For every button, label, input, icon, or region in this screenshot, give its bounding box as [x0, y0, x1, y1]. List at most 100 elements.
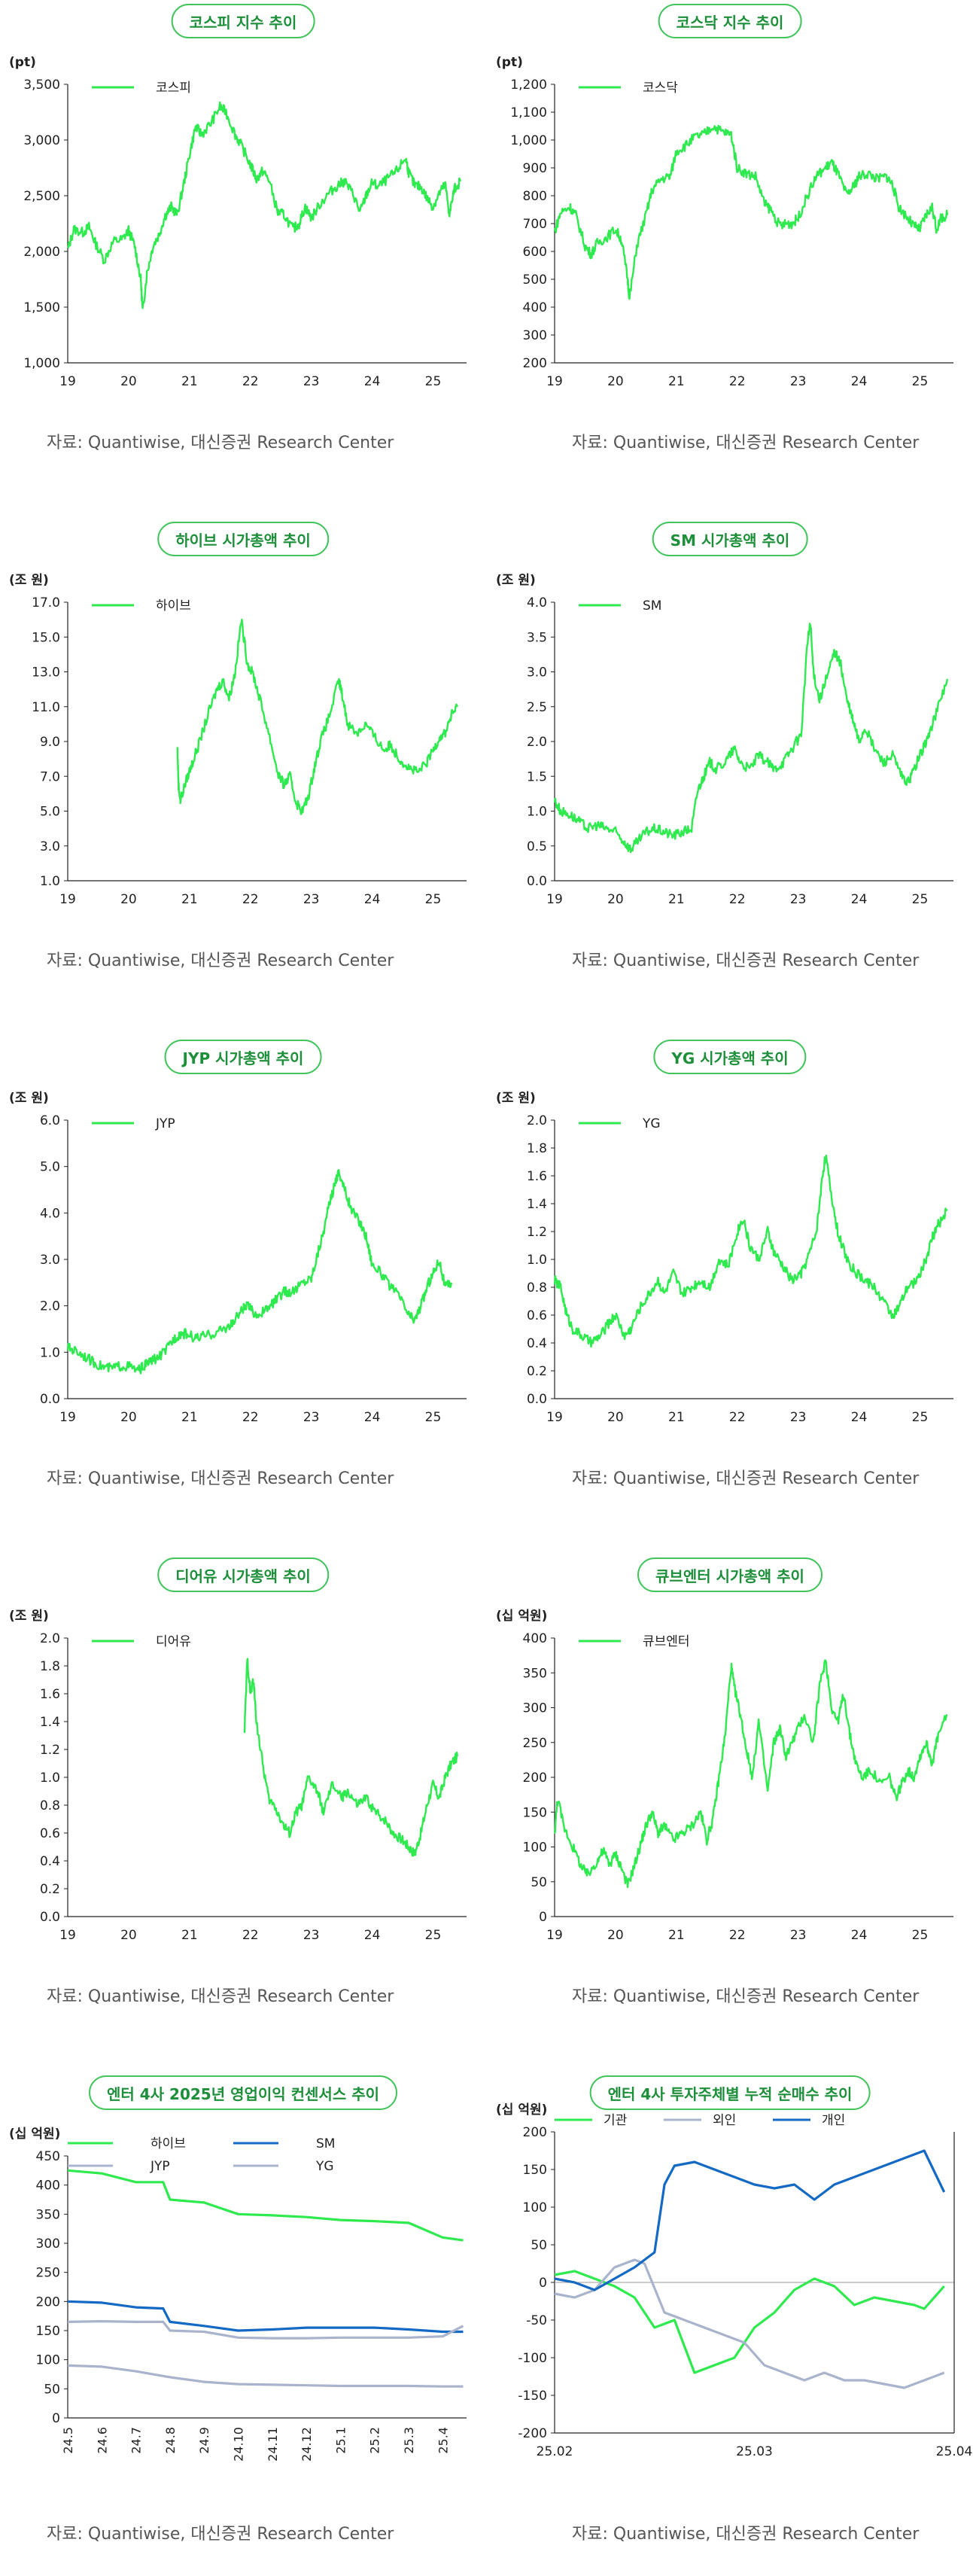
- x-tick-label: 23: [303, 374, 320, 389]
- y-unit-label: (pt): [9, 55, 36, 70]
- chart-svg: (조 원) 1.0 3.0 5.0 7.0 9.0 11.0 13.0 15.0 17.0 19 20…: [9, 573, 467, 907]
- chart-panel-yg: YG 시가총액 추이 (조 원) 0.0 0.2 0.4 0.6 0.8 1.0 1.2 1.4 1…: [487, 1036, 973, 1540]
- y-tick-label: 0: [539, 2276, 547, 2291]
- y-tick-label: -200: [518, 2426, 547, 2441]
- series-line-코스닥: [553, 124, 949, 300]
- y-tick-label: 1.6: [527, 1169, 547, 1184]
- x-tick-label: 24: [364, 374, 381, 389]
- source-note: 자료: Quantiwise, 대신증권 Research Center: [47, 1469, 394, 1488]
- x-tick-label: 25: [912, 892, 929, 907]
- y-tick-label: 0.2: [527, 1364, 547, 1379]
- y-tick-label: -150: [518, 2389, 547, 2404]
- y-tick-label: 300: [523, 1701, 547, 1716]
- series-line-코스피: [67, 101, 462, 309]
- chart-svg: (십 억원) -200 -150 -100 -50 0 50 100 150 200 25.02 25…: [496, 2103, 973, 2459]
- series-line-YG: [553, 1154, 948, 1348]
- series-line-SM: [553, 623, 949, 854]
- y-unit-label: (조 원): [9, 573, 49, 588]
- y-tick-label: 4.0: [40, 1206, 60, 1221]
- x-tick-label: 25.04: [936, 2444, 973, 2459]
- chart-panel-kosdaq: 코스닥 지수 추이 (pt) 200 300 400 500 600 700 800 900 1,0…: [487, 0, 973, 504]
- x-tick-label: 19: [546, 374, 563, 389]
- chart-panel-kospi: 코스피 지수 추이 (pt) 1,000 1,500 2,000 2,500 3,000 3,…: [0, 0, 486, 504]
- x-tick-label: 24: [851, 892, 868, 907]
- legend-label: JYP: [155, 1116, 175, 1131]
- x-tick-label: 22: [242, 1928, 259, 1943]
- y-tick-label: 1.0: [40, 1771, 60, 1786]
- y-tick-label: 5.0: [40, 805, 60, 820]
- legend-label: 큐브엔터: [643, 1634, 690, 1649]
- y-tick-label: 400: [523, 1631, 547, 1646]
- x-tick-label: 19: [59, 374, 76, 389]
- y-tick-label: 0.6: [527, 1308, 547, 1323]
- y-tick-label: 0: [539, 1910, 547, 1925]
- y-tick-label: 50: [531, 2238, 547, 2253]
- x-tick-label: 24: [364, 1410, 381, 1425]
- chart-title: 하이브 시가총액 추이: [157, 522, 329, 556]
- x-tick-label: 24: [851, 1928, 868, 1943]
- y-tick-label: 2.5: [527, 700, 547, 715]
- legend-label: SM: [643, 598, 661, 614]
- y-tick-label: 0.8: [40, 1798, 60, 1813]
- y-tick-label: 1.2: [527, 1225, 547, 1240]
- x-tick-label: 24: [851, 1410, 868, 1425]
- x-tick-label: 25: [912, 374, 929, 389]
- x-tick-label: 20: [607, 1928, 624, 1943]
- y-tick-label: 100: [523, 1841, 547, 1856]
- y-tick-label: 0.4: [527, 1336, 547, 1351]
- y-tick-label: 150: [523, 1805, 547, 1820]
- y-unit-label: (조 원): [496, 1091, 536, 1106]
- chart-title: 디어유 시가총액 추이: [157, 1557, 329, 1592]
- y-tick-label: 450: [36, 2149, 60, 2164]
- legend-label: 하이브: [156, 598, 191, 614]
- chart-panel-hybe: 하이브 시가총액 추이 (조 원) 1.0 3.0 5.0 7.0 9.0 11.0 13.0 1…: [0, 518, 486, 1022]
- y-tick-label: 17.0: [32, 595, 60, 611]
- y-tick-label: 13.0: [32, 665, 60, 681]
- y-tick-label: 1.4: [40, 1715, 60, 1730]
- y-unit-label: (십 억원): [496, 2103, 547, 2118]
- y-tick-label: 2.0: [527, 735, 547, 750]
- source-note: 자료: Quantiwise, 대신증권 Research Center: [47, 434, 394, 452]
- x-tick-label: 24.10: [231, 2427, 245, 2462]
- chart-title: YG 시가총액 추이: [653, 1040, 807, 1074]
- x-tick-label: 24.11: [266, 2427, 280, 2462]
- x-tick-label: 21: [668, 1410, 685, 1425]
- chart-svg: (십 억원) 0 50 100 150 200 250 300 350 400 450 24.5 24.…: [9, 2127, 467, 2462]
- x-tick-label: 20: [120, 374, 137, 389]
- x-tick-label: 20: [120, 1928, 137, 1943]
- chart-panel-op_consensus: 엔터 4사 2025년 영업이익 컨센서스 추이 (십 억원) 0 50 100 150 2…: [0, 2072, 486, 2576]
- x-tick-label: 21: [668, 374, 685, 389]
- x-tick-label: 24.5: [61, 2427, 75, 2454]
- y-tick-label: 3,000: [23, 133, 60, 148]
- y-tick-label: 500: [523, 273, 547, 288]
- legend-label: 외인: [713, 2113, 736, 2128]
- y-tick-label: 0.5: [527, 839, 547, 854]
- x-tick-label: 20: [120, 892, 137, 907]
- legend-label: SM: [316, 2136, 335, 2151]
- x-tick-label: 25: [425, 892, 442, 907]
- x-tick-label: 22: [242, 892, 259, 907]
- series-line-JYP: [67, 2320, 464, 2340]
- x-tick-label: 20: [120, 1410, 137, 1425]
- x-tick-label: 22: [729, 1928, 746, 1943]
- y-tick-label: 1.6: [40, 1687, 60, 1702]
- chart-title: SM 시가총액 추이: [652, 522, 808, 556]
- x-tick-label: 24.12: [300, 2427, 314, 2462]
- x-tick-label: 25.02: [537, 2444, 573, 2459]
- y-tick-label: -100: [518, 2351, 547, 2366]
- y-tick-label: 350: [523, 1666, 547, 1681]
- x-tick-label: 19: [546, 1410, 563, 1425]
- series-line-JYP: [66, 1169, 452, 1375]
- y-tick-label: 150: [523, 2163, 547, 2178]
- y-unit-label: (조 원): [9, 1091, 49, 1106]
- y-tick-label: 3.5: [527, 630, 547, 645]
- series-line-하이브: [176, 618, 459, 815]
- x-tick-label: 22: [729, 374, 746, 389]
- chart-svg: (조 원) 0.0 0.5 1.0 1.5 2.0 2.5 3.0 3.5 4.0 19 20 21 22…: [496, 573, 953, 907]
- y-tick-label: 150: [36, 2324, 60, 2339]
- y-tick-label: 4.0: [527, 595, 547, 611]
- legend-label: JYP: [150, 2159, 170, 2174]
- chart-panel-jyp: JYP 시가총액 추이 (조 원) 0.0 1.0 2.0 3.0 4.0 5.0 6.0 19 2…: [0, 1036, 486, 1540]
- y-tick-label: 3.0: [40, 1253, 60, 1268]
- source-note: 자료: Quantiwise, 대신증권 Research Center: [572, 2525, 920, 2544]
